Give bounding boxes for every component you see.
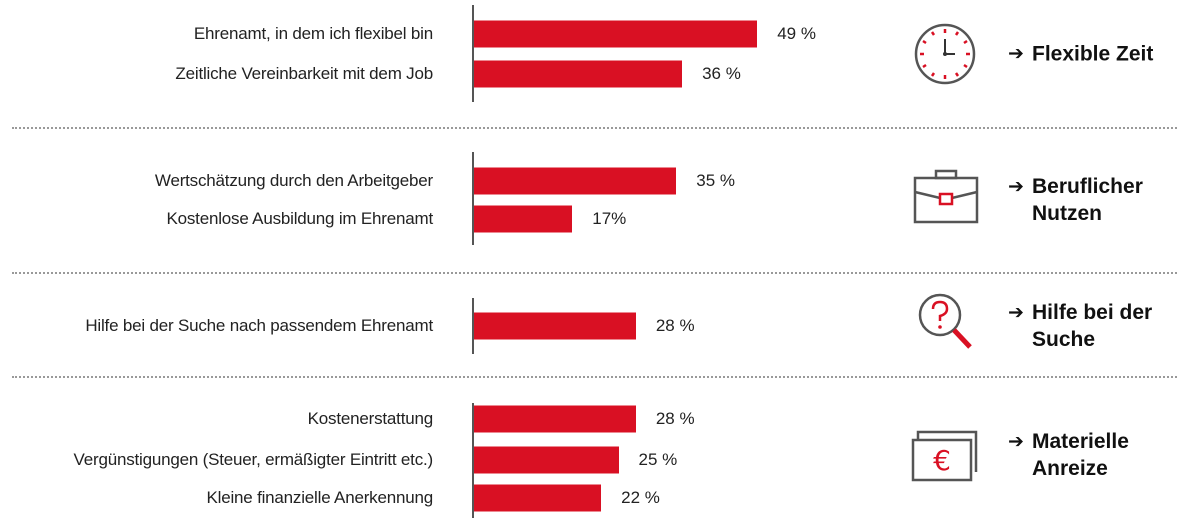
separator <box>12 127 1177 129</box>
category-label: Kostenlose Ausbildung im Ehrenamt <box>166 209 433 228</box>
arrow: ➔ <box>1008 43 1024 65</box>
bar <box>474 405 636 433</box>
bar <box>474 312 636 340</box>
group-title: Flexible Zeit <box>1032 42 1154 66</box>
axis-line <box>472 298 474 354</box>
value-label: 25 % <box>638 450 678 469</box>
separator <box>12 272 1177 274</box>
value-label: 35 % <box>696 171 736 190</box>
bar <box>474 446 619 474</box>
value-label: 28 % <box>655 316 695 335</box>
value-label: 49 % <box>777 24 816 43</box>
axis-line <box>472 403 474 518</box>
banknote-icon: € <box>911 430 978 482</box>
category-label: Hilfe bei der Suche nach passendem Ehren… <box>85 316 433 335</box>
group-title: Hilfe bei der Suche <box>1032 301 1153 351</box>
bar <box>474 60 683 88</box>
bar <box>474 167 677 195</box>
value-label: 36 % <box>702 64 741 83</box>
arrow: ➔ <box>1008 176 1024 198</box>
group-title: Materielle Anreize <box>1032 430 1129 480</box>
arrow: ➔ <box>1008 431 1024 453</box>
axis-line <box>472 152 474 245</box>
category-label: Kleine finanzielle Anerkennung <box>206 488 433 507</box>
bar <box>474 484 602 512</box>
category-label: Kostenerstattung <box>307 409 434 428</box>
bar <box>474 205 573 233</box>
group-title: Beruflicher Nutzen <box>1032 175 1143 225</box>
value-label: 17% <box>592 209 627 228</box>
separator <box>12 376 1177 378</box>
value-label: 28 % <box>655 409 695 428</box>
category-label: Wertschätzung durch den Arbeitgeber <box>154 171 433 190</box>
clock-icon <box>914 23 976 85</box>
arrow: ➔ <box>1008 302 1024 324</box>
bar <box>474 20 758 48</box>
briefcase-icon <box>913 169 979 224</box>
value-label: 22 % <box>621 488 660 507</box>
svg-text:€: € <box>933 444 951 477</box>
axis-line <box>472 5 474 102</box>
category-label: Ehrenamt, in dem ich flexibel bin <box>193 24 433 43</box>
category-label: Zeitliche Vereinbarkeit mit dem Job <box>175 64 433 83</box>
search-icon <box>918 293 972 349</box>
category-label: Vergünstigungen (Steuer, ermäßigter Eint… <box>73 450 434 469</box>
